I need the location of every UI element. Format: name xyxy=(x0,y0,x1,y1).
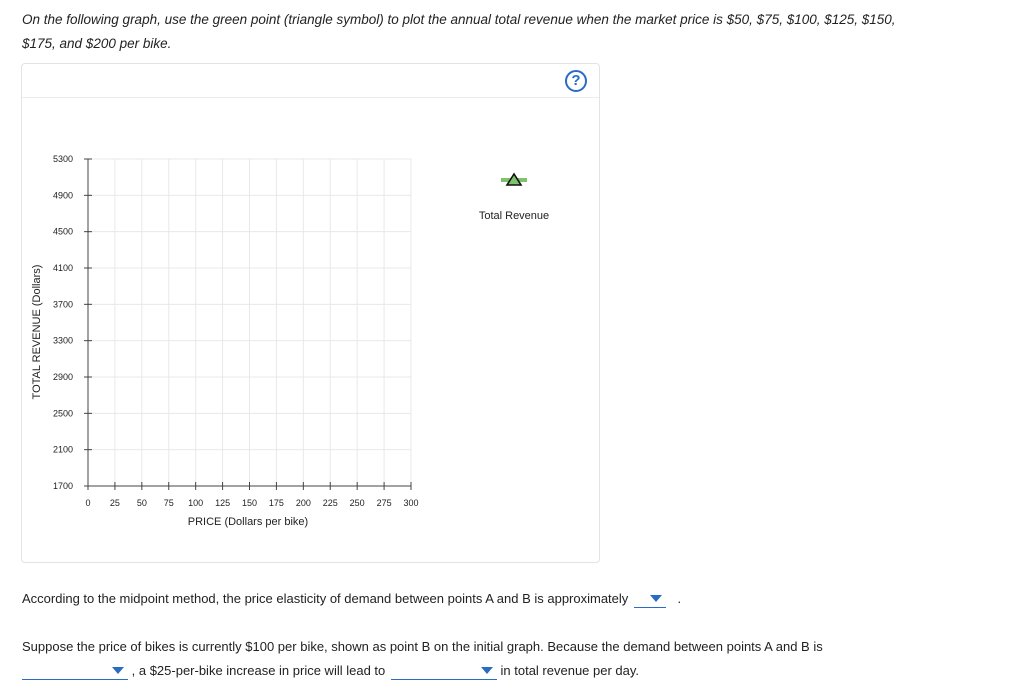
chevron-down-icon xyxy=(649,595,662,603)
panel-header-divider xyxy=(22,97,599,98)
x-tick-label: 175 xyxy=(269,498,284,508)
x-tick-label: 100 xyxy=(188,498,203,508)
y-tick-label: 2900 xyxy=(53,372,73,382)
x-tick-label: 300 xyxy=(403,498,418,508)
question-1-text: According to the midpoint method, the pr… xyxy=(22,591,629,606)
y-tick-label: 1700 xyxy=(53,481,73,491)
x-tick-label: 75 xyxy=(164,498,174,508)
y-tick-label: 4500 xyxy=(53,227,73,237)
x-tick-label: 275 xyxy=(377,498,392,508)
elasticity-dropdown[interactable] xyxy=(633,591,666,609)
x-tick-label: 200 xyxy=(296,498,311,508)
x-tick-label: 25 xyxy=(110,498,120,508)
demand-type-dropdown[interactable] xyxy=(22,663,128,681)
y-tick-label: 2100 xyxy=(53,445,73,455)
axes xyxy=(84,158,412,490)
y-tick-label: 5300 xyxy=(53,154,73,164)
x-tick-label: 125 xyxy=(215,498,230,508)
y-tick-label: 4900 xyxy=(53,190,73,200)
instructions-line-1: On the following graph, use the green po… xyxy=(22,12,896,27)
question-2-text-b: , a $25-per-bike increase in price will … xyxy=(131,663,386,678)
question-2-line-2: , a $25-per-bike increase in price will … xyxy=(22,659,1012,683)
legend-total-revenue-label: Total Revenue xyxy=(479,210,549,222)
graph-panel[interactable]: ? 0 25 50 75 100 125 150 175 200 225 250 275 300 1700… xyxy=(21,63,600,563)
question-2-text-c: in total revenue per day. xyxy=(500,663,640,678)
x-tick-label: 250 xyxy=(350,498,365,508)
y-tick-label: 4100 xyxy=(53,263,73,273)
x-tick-label: 0 xyxy=(85,498,90,508)
chevron-down-icon xyxy=(112,667,124,675)
question-2: Suppose the price of bikes is currently … xyxy=(22,635,1012,683)
revenue-chart[interactable]: 0 25 50 75 100 125 150 175 200 225 250 275 300 1700 21… xyxy=(22,64,599,562)
tick-labels: 0 25 50 75 100 125 150 175 200 225 250 275 300 1700 21… xyxy=(53,154,419,508)
x-axis-label: PRICE (Dollars per bike) xyxy=(188,516,308,528)
instructions-line-2: $175, and $200 per bike. xyxy=(22,36,172,51)
y-tick-label: 2500 xyxy=(53,408,73,418)
x-tick-label: 225 xyxy=(323,498,338,508)
y-tick-label: 3300 xyxy=(53,336,73,346)
revenue-change-dropdown[interactable] xyxy=(390,663,497,681)
question-1: According to the midpoint method, the pr… xyxy=(22,587,681,611)
instructions: On the following graph, use the green po… xyxy=(22,8,1002,56)
question-2-line-1: Suppose the price of bikes is currently … xyxy=(22,639,823,654)
help-icon[interactable]: ? xyxy=(565,70,587,92)
triangle-icon xyxy=(505,172,523,186)
y-tick-label: 3700 xyxy=(53,299,73,309)
chevron-down-icon xyxy=(480,667,493,675)
x-tick-label: 150 xyxy=(242,498,257,508)
grid-lines xyxy=(88,158,412,486)
question-1-end: . xyxy=(677,591,682,606)
total-revenue-palette[interactable] xyxy=(501,172,527,186)
y-axis-label: TOTAL REVENUE (Dollars) xyxy=(31,265,43,400)
x-tick-label: 50 xyxy=(137,498,147,508)
